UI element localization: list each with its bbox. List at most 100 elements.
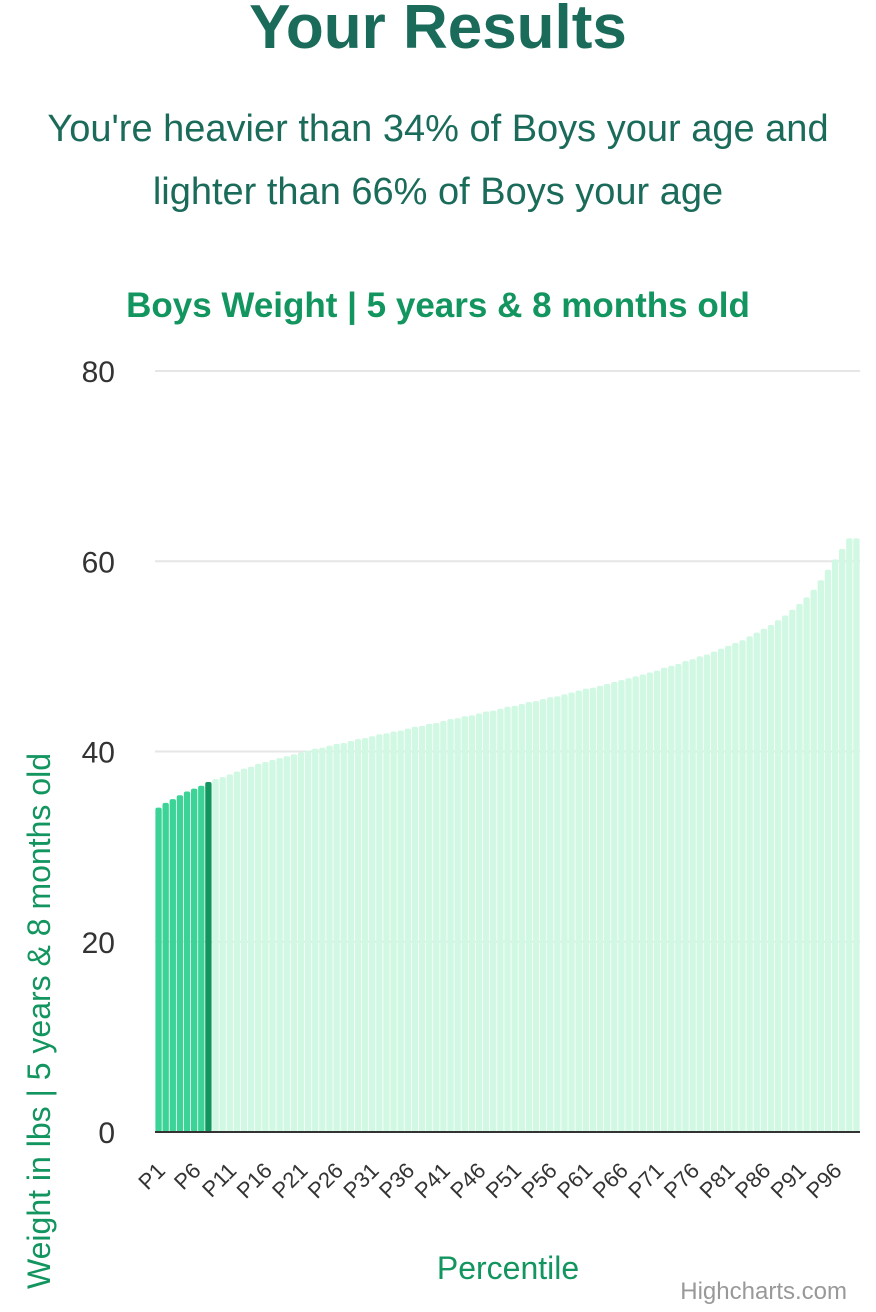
bar-p7[interactable] (198, 785, 205, 1132)
bar-p82[interactable] (732, 643, 739, 1132)
bar-p6[interactable] (191, 788, 198, 1132)
credits-link[interactable]: Highcharts.com (680, 1278, 847, 1305)
bar-p67[interactable] (625, 678, 632, 1132)
bar-p11[interactable] (226, 774, 233, 1132)
bar-p96[interactable] (831, 559, 839, 1132)
bar-p75[interactable] (682, 661, 689, 1132)
bar-p38[interactable] (418, 725, 426, 1132)
bar-p42[interactable] (447, 719, 454, 1132)
bar-p27[interactable] (340, 742, 347, 1132)
bar-p50[interactable] (504, 706, 511, 1132)
bar-p68[interactable] (632, 676, 639, 1132)
bar-p64[interactable] (604, 683, 611, 1132)
bar-p92[interactable] (803, 597, 810, 1132)
bar-p8[interactable] (205, 781, 212, 1132)
bar-p5[interactable] (183, 791, 191, 1132)
bar-p62[interactable] (589, 687, 597, 1132)
bar-p37[interactable] (411, 726, 419, 1132)
bar-p95[interactable] (824, 569, 832, 1132)
bar-p26[interactable] (333, 743, 340, 1132)
bar-p16[interactable] (262, 761, 269, 1132)
bar-p90[interactable] (789, 609, 796, 1132)
bar-p51[interactable] (511, 705, 518, 1132)
bar-p9[interactable] (212, 779, 219, 1132)
bar-p14[interactable] (247, 766, 255, 1132)
bar-p65[interactable] (611, 682, 618, 1132)
bar-p58[interactable] (561, 694, 568, 1132)
bar-p55[interactable] (539, 699, 547, 1132)
bar-p39[interactable] (426, 723, 433, 1132)
bar-p46[interactable] (475, 713, 483, 1132)
bar-p78[interactable] (703, 654, 711, 1132)
bar-p30[interactable] (361, 738, 369, 1132)
bar-p41[interactable] (440, 721, 447, 1132)
bar-p24[interactable] (319, 747, 326, 1132)
bar-p99[interactable] (853, 538, 860, 1132)
bar-p13[interactable] (240, 768, 248, 1132)
bar-p35[interactable] (397, 730, 404, 1132)
bar-p74[interactable] (675, 663, 682, 1132)
bar-p66[interactable] (618, 680, 625, 1132)
bar-p70[interactable] (646, 672, 654, 1132)
bar-p60[interactable] (575, 690, 582, 1132)
bar-p63[interactable] (596, 685, 604, 1132)
bar-p71[interactable] (653, 670, 661, 1132)
bar-p40[interactable] (433, 722, 440, 1132)
bar-p33[interactable] (383, 733, 390, 1132)
bar-p22[interactable] (304, 750, 312, 1132)
bar-p29[interactable] (354, 739, 362, 1132)
bar-p97[interactable] (839, 548, 846, 1132)
bar-p47[interactable] (482, 711, 490, 1132)
bar-p81[interactable] (725, 645, 732, 1132)
bar-p20[interactable] (290, 754, 298, 1132)
bar-p89[interactable] (782, 615, 789, 1132)
bar-p49[interactable] (497, 708, 504, 1132)
bar-p88[interactable] (774, 620, 782, 1132)
bar-p28[interactable] (347, 741, 354, 1132)
bar-p10[interactable] (219, 777, 226, 1132)
bar-p72[interactable] (661, 667, 668, 1132)
bar-p48[interactable] (490, 710, 497, 1132)
bar-p94[interactable] (817, 580, 824, 1132)
bar-p56[interactable] (547, 697, 554, 1132)
bar-p98[interactable] (846, 538, 853, 1132)
bar-p86[interactable] (760, 628, 768, 1132)
bar-p84[interactable] (746, 636, 753, 1132)
bar-p44[interactable] (461, 716, 468, 1132)
bar-p77[interactable] (696, 656, 703, 1132)
bar-p34[interactable] (390, 731, 397, 1132)
bar-p93[interactable] (810, 589, 817, 1132)
bar-p23[interactable] (312, 748, 319, 1132)
bar-p1[interactable] (155, 807, 162, 1132)
bar-p61[interactable] (582, 688, 589, 1132)
bar-p85[interactable] (753, 632, 760, 1132)
bar-p76[interactable] (689, 659, 696, 1132)
bar-p69[interactable] (639, 674, 646, 1132)
bar-p2[interactable] (162, 802, 169, 1132)
bar-p31[interactable] (369, 736, 376, 1132)
bar-p54[interactable] (532, 701, 540, 1132)
bar-p83[interactable] (739, 640, 746, 1132)
bar-p45[interactable] (468, 715, 476, 1132)
bar-p73[interactable] (668, 665, 675, 1132)
bar-p25[interactable] (326, 745, 333, 1132)
bar-p53[interactable] (525, 702, 533, 1132)
bar-p36[interactable] (404, 728, 411, 1132)
bar-p18[interactable] (276, 758, 283, 1132)
bar-p3[interactable] (169, 799, 176, 1132)
bar-p87[interactable] (767, 624, 775, 1132)
bar-p21[interactable] (297, 752, 305, 1132)
bar-p57[interactable] (554, 696, 561, 1132)
bar-p52[interactable] (518, 703, 525, 1132)
bar-p91[interactable] (796, 604, 803, 1132)
bar-p12[interactable] (233, 771, 241, 1132)
bar-p59[interactable] (568, 692, 575, 1132)
bar-p80[interactable] (717, 648, 725, 1132)
bar-p79[interactable] (710, 651, 718, 1132)
bar-p15[interactable] (255, 763, 262, 1132)
bar-p43[interactable] (454, 718, 461, 1132)
bar-p32[interactable] (376, 734, 383, 1132)
bar-p19[interactable] (283, 756, 290, 1132)
bar-p4[interactable] (176, 795, 184, 1132)
bar-p17[interactable] (269, 760, 276, 1132)
